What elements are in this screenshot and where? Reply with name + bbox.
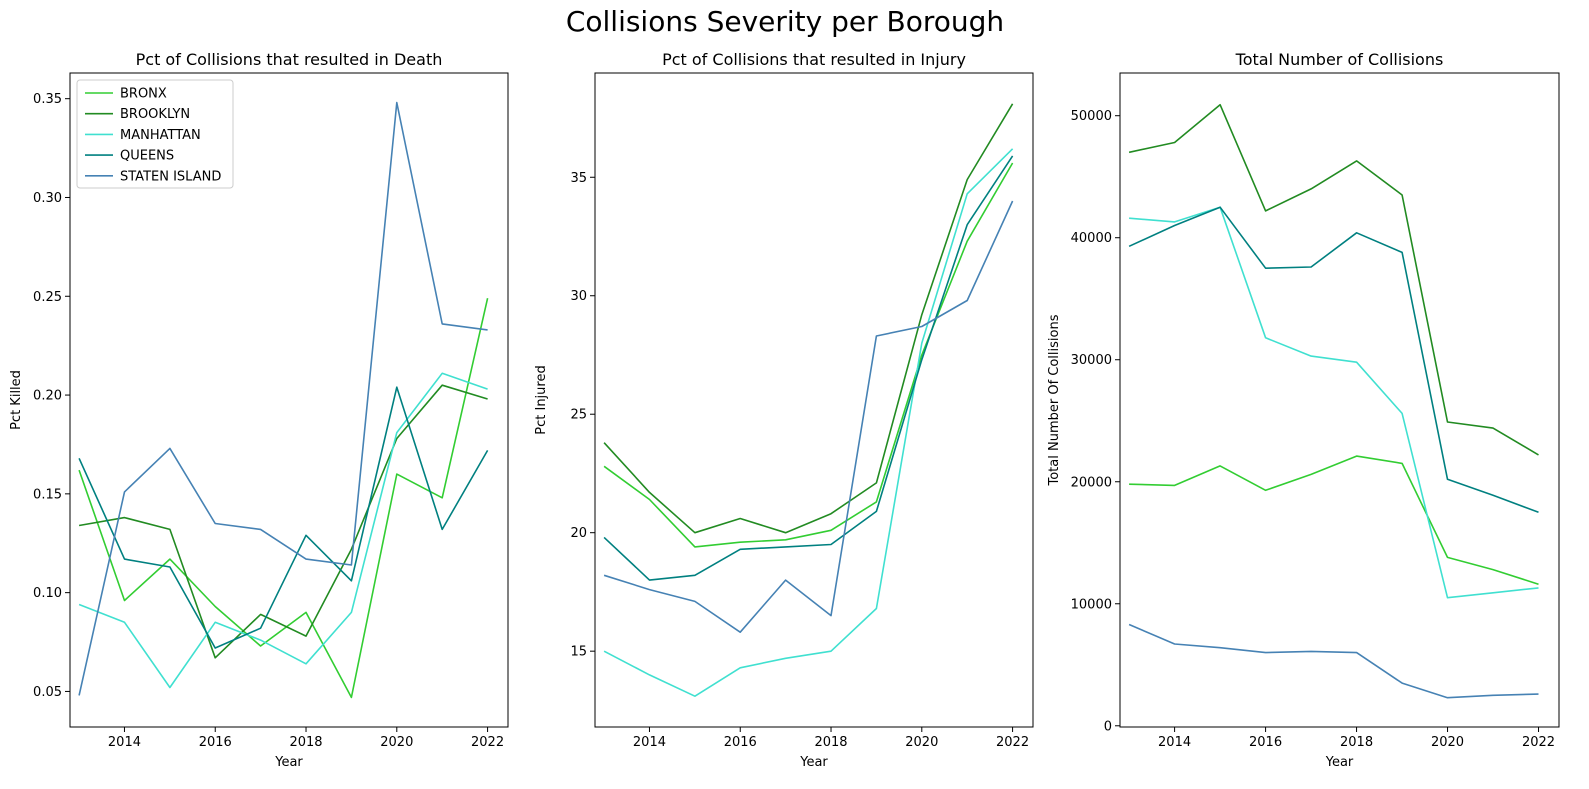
y-tick-label: 10000 bbox=[1071, 597, 1112, 612]
series-line-bronx bbox=[1129, 455, 1539, 585]
series-line-brooklyn bbox=[78, 384, 488, 659]
panel-title: Pct of Collisions that resulted in Death bbox=[136, 50, 443, 69]
plot-frame bbox=[594, 72, 1034, 728]
legend-label-staten-island: STATEN ISLAND bbox=[120, 169, 221, 184]
x-tick-label: 2014 bbox=[1158, 735, 1191, 750]
x-tick-label: 2018 bbox=[1340, 735, 1373, 750]
x-tick-label: 2016 bbox=[1249, 735, 1282, 750]
series-line-queens bbox=[1128, 206, 1539, 514]
y-tick-label: 0 bbox=[1104, 719, 1112, 734]
x-tick-label: 2020 bbox=[905, 735, 938, 750]
series-line-brooklyn bbox=[1128, 103, 1539, 456]
legend-label-queens: QUEENS bbox=[120, 149, 174, 164]
x-axis-label: Year bbox=[799, 755, 828, 770]
y-tick-label: 40000 bbox=[1071, 231, 1112, 246]
x-tick-label: 2016 bbox=[199, 735, 232, 750]
legend-label-brooklyn: BROOKLYN bbox=[120, 107, 190, 122]
legend-label-manhattan: MANHATTAN bbox=[120, 128, 201, 143]
y-tick-label: 50000 bbox=[1071, 109, 1112, 124]
x-tick-label: 2014 bbox=[108, 735, 141, 750]
x-axis-label: Year bbox=[1325, 755, 1354, 770]
x-tick-label: 2014 bbox=[633, 735, 666, 750]
y-tick-label: 0.20 bbox=[33, 389, 62, 404]
series-line-manhattan bbox=[78, 372, 488, 689]
series-line-queens bbox=[78, 386, 489, 649]
series-line-staten-island bbox=[603, 200, 1014, 634]
y-tick-label: 30000 bbox=[1071, 353, 1112, 368]
y-tick-label: 0.30 bbox=[33, 191, 62, 206]
y-tick-label: 0.35 bbox=[33, 92, 62, 107]
figure-title: Collisions Severity per Borough bbox=[566, 5, 1004, 38]
x-tick-label: 2016 bbox=[724, 735, 757, 750]
plot-frame bbox=[1119, 72, 1560, 728]
legend: BRONX BROOKLYN MANHATTAN QUEENS STATEN ISLAN… bbox=[76, 79, 234, 189]
panel-death-pct: 2014 2016 2018 2020 2022 0.05 0.10 0.15 0.20 0.25… bbox=[9, 50, 509, 770]
y-tick-label: 0.05 bbox=[33, 685, 62, 700]
x-tick-label: 2018 bbox=[814, 735, 847, 750]
x-tick-label: 2022 bbox=[471, 735, 504, 750]
y-tick-label: 20000 bbox=[1071, 475, 1112, 490]
y-tick-label: 0.15 bbox=[33, 487, 62, 502]
y-tick-label: 15 bbox=[570, 645, 587, 660]
series-line-bronx bbox=[78, 298, 489, 699]
panel-title: Pct of Collisions that resulted in Injur… bbox=[662, 50, 966, 69]
series-line-staten-island bbox=[1128, 623, 1539, 699]
legend-box bbox=[76, 79, 234, 189]
series-line-queens bbox=[603, 155, 1014, 581]
x-axis-label: Year bbox=[274, 755, 303, 770]
x-tick-label: 2020 bbox=[1431, 735, 1464, 750]
y-tick-label: 30 bbox=[570, 289, 587, 304]
x-tick-label: 2018 bbox=[289, 735, 322, 750]
series-line-bronx bbox=[603, 162, 1014, 548]
y-axis-label: Pct Injured bbox=[534, 365, 549, 434]
panel-title: Total Number of Collisions bbox=[1235, 50, 1444, 69]
y-tick-label: 20 bbox=[570, 526, 587, 541]
series-line-staten-island bbox=[78, 101, 488, 696]
x-tick-label: 2022 bbox=[1522, 735, 1555, 750]
x-tick-label: 2022 bbox=[996, 735, 1029, 750]
y-tick-label: 0.25 bbox=[33, 290, 62, 305]
y-axis-label: Total Number Of Collisions bbox=[1047, 314, 1062, 486]
series-line-brooklyn bbox=[603, 103, 1014, 534]
legend-label-bronx: BRONX bbox=[120, 87, 167, 102]
y-axis-label: Pct Killed bbox=[9, 370, 24, 430]
panel-total-collisions: 2014 2016 2018 2020 2022 0 10000 20000 30000 4000… bbox=[1047, 50, 1560, 770]
plot-frame bbox=[69, 72, 509, 728]
x-tick-label: 2020 bbox=[380, 735, 413, 750]
y-tick-label: 0.10 bbox=[33, 586, 62, 601]
y-tick-label: 25 bbox=[570, 408, 587, 423]
panel-injury-pct: 2014 2016 2018 2020 2022 15 20 25 30 35 Pct of Col… bbox=[534, 50, 1034, 770]
y-tick-label: 35 bbox=[570, 171, 587, 186]
series-line-manhattan bbox=[1129, 206, 1539, 599]
series-line-manhattan bbox=[603, 148, 1014, 698]
